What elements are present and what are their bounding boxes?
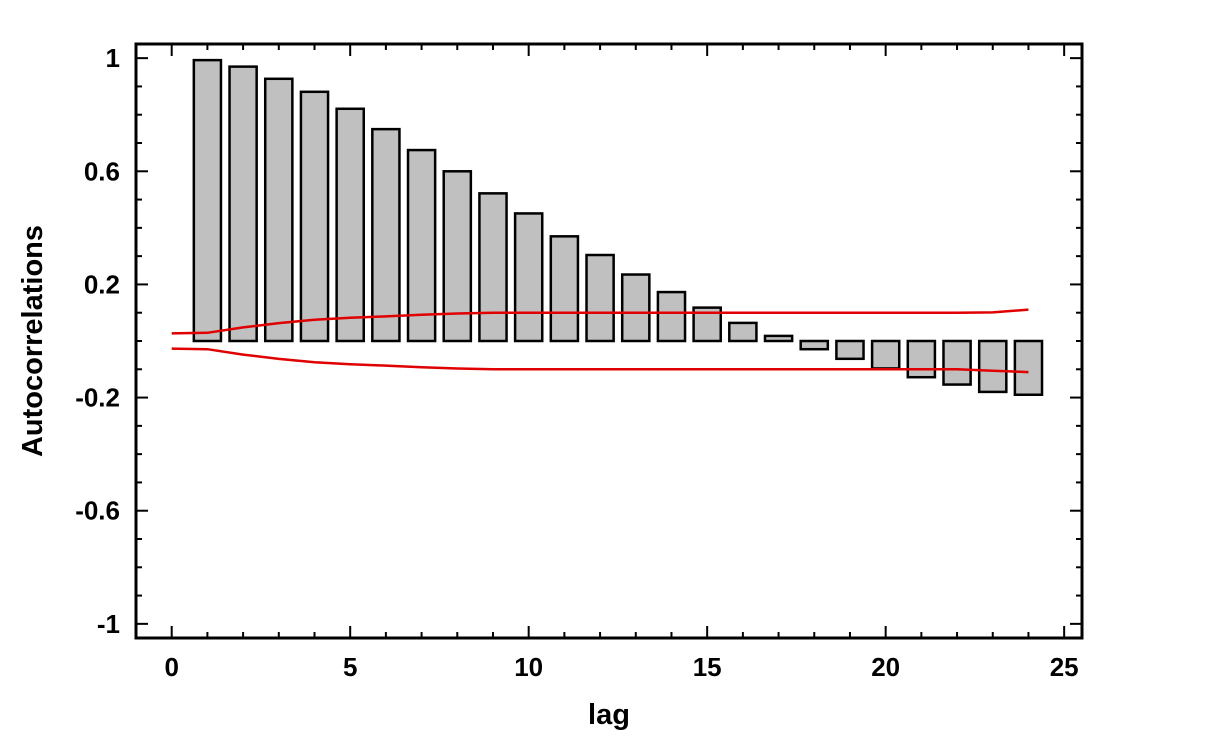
lower-confidence-line: [171, 347, 1029, 374]
y-tick-label: 1: [106, 43, 120, 73]
x-tick-label: 15: [693, 652, 722, 682]
y-tick-label: -1: [97, 609, 120, 639]
y-tick-label: -0.6: [75, 496, 120, 526]
bar-lag-12: [585, 253, 615, 343]
y-tick-label: 0.6: [84, 156, 120, 186]
plot-frame: [134, 42, 1084, 640]
y-axis-title: Autocorrelations: [17, 225, 49, 457]
bar-lag-6: [371, 127, 401, 343]
x-tick-label: 0: [164, 652, 178, 682]
bar-lag-2: [228, 65, 258, 343]
tick-labels-layer: 0 5 10 15 20 25 -1 -0.6 -0.2 0.2 0.6 1: [75, 43, 1078, 682]
x-axis-title: lag: [588, 699, 630, 731]
bar-lag-18: [799, 339, 830, 351]
y-tick-label: 0.2: [84, 269, 120, 299]
bar-lag-23: [977, 339, 1008, 394]
confidence-lines-layer: [171, 308, 1029, 374]
bar-lag-5: [335, 107, 365, 343]
bar-lag-22: [942, 339, 972, 386]
bar-lag-1: [192, 58, 223, 343]
bar-lag-9: [478, 192, 508, 343]
y-tick-label: -0.2: [75, 383, 120, 413]
x-tick-label: 5: [343, 652, 357, 682]
bar-lag-10: [513, 212, 544, 343]
bar-lag-17: [763, 334, 794, 343]
bar-lag-7: [406, 148, 437, 343]
bar-lag-13: [620, 273, 651, 343]
upper-confidence-line: [171, 308, 1029, 335]
bar-lag-4: [299, 90, 330, 343]
bars-layer: [192, 58, 1044, 396]
x-tick-label: 25: [1050, 652, 1079, 682]
bar-lag-11: [549, 235, 580, 343]
bar-lag-21: [906, 339, 937, 379]
bar-lag-20: [870, 339, 901, 370]
bar-lag-14: [656, 290, 687, 343]
x-tick-label: 10: [514, 652, 543, 682]
x-tick-label: 20: [871, 652, 900, 682]
bar-lag-3: [263, 77, 294, 343]
bar-lag-16: [728, 321, 758, 343]
bar-lag-19: [835, 339, 865, 361]
bar-lag-8: [442, 170, 473, 343]
bar-lag-24: [1013, 339, 1044, 396]
